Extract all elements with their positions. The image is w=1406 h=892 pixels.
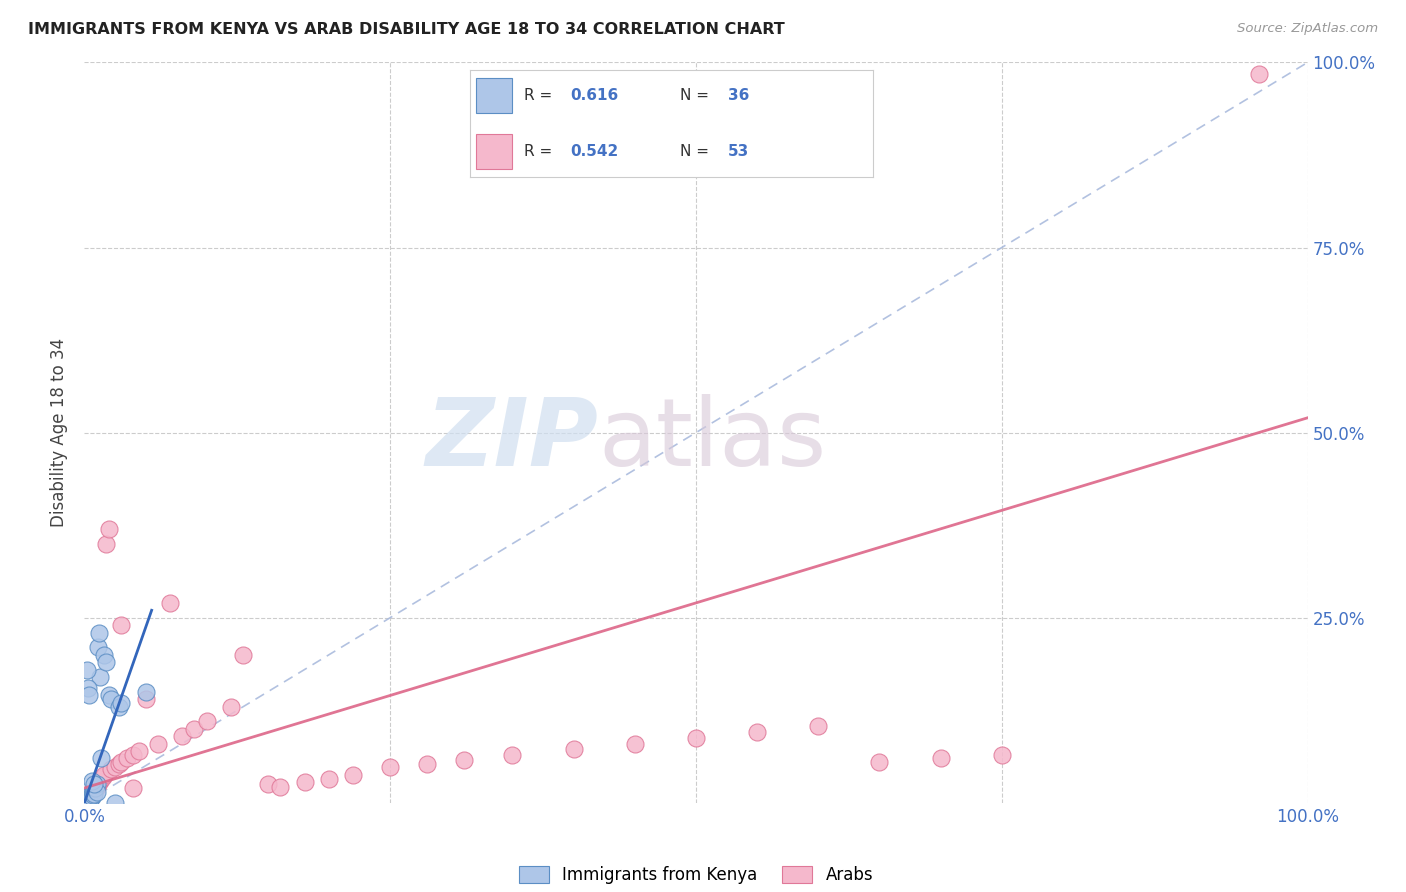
Point bbox=[80, 787, 103, 801]
Point bbox=[342, 767, 364, 781]
Point bbox=[77, 681, 100, 695]
Point bbox=[91, 770, 114, 784]
Point bbox=[104, 796, 127, 810]
Point bbox=[318, 772, 340, 786]
Point bbox=[115, 751, 138, 765]
Point bbox=[89, 773, 111, 788]
Point bbox=[77, 794, 100, 808]
Point bbox=[76, 793, 98, 807]
Point bbox=[747, 724, 769, 739]
Point bbox=[79, 793, 101, 807]
Point bbox=[90, 772, 112, 786]
Point bbox=[416, 757, 439, 772]
Point bbox=[146, 737, 169, 751]
Point bbox=[96, 536, 118, 550]
Point bbox=[991, 747, 1014, 762]
Point bbox=[83, 777, 105, 791]
Point bbox=[100, 763, 122, 777]
Point bbox=[624, 737, 647, 751]
Point bbox=[87, 775, 110, 789]
Point bbox=[87, 640, 110, 655]
Point bbox=[76, 794, 98, 808]
Point bbox=[107, 757, 129, 772]
Point bbox=[96, 655, 118, 669]
Text: ZIP: ZIP bbox=[425, 394, 598, 486]
Point bbox=[87, 777, 110, 791]
Point bbox=[77, 789, 100, 804]
Point bbox=[77, 789, 100, 804]
Point bbox=[257, 777, 280, 791]
Point bbox=[82, 789, 104, 803]
Point bbox=[79, 789, 101, 803]
Point bbox=[110, 755, 132, 769]
Point bbox=[97, 522, 120, 536]
Point bbox=[84, 780, 107, 795]
Point bbox=[80, 787, 103, 801]
Point bbox=[90, 751, 112, 765]
Point bbox=[195, 714, 218, 729]
Point bbox=[159, 596, 181, 610]
Point bbox=[76, 792, 98, 806]
Point bbox=[80, 773, 103, 788]
Point bbox=[75, 794, 97, 808]
Point bbox=[77, 791, 100, 805]
Point bbox=[219, 699, 242, 714]
Point bbox=[453, 753, 475, 767]
Point bbox=[122, 780, 145, 795]
Point bbox=[172, 729, 194, 743]
Point bbox=[294, 775, 316, 789]
Point bbox=[86, 780, 108, 794]
Point bbox=[232, 648, 254, 662]
Text: IMMIGRANTS FROM KENYA VS ARAB DISABILITY AGE 18 TO 34 CORRELATION CHART: IMMIGRANTS FROM KENYA VS ARAB DISABILITY… bbox=[28, 22, 785, 37]
Legend: Immigrants from Kenya, Arabs: Immigrants from Kenya, Arabs bbox=[512, 859, 880, 891]
Text: Source: ZipAtlas.com: Source: ZipAtlas.com bbox=[1237, 22, 1378, 36]
Point bbox=[80, 789, 103, 804]
Point bbox=[1247, 66, 1270, 80]
Point bbox=[82, 785, 104, 799]
Point bbox=[89, 670, 111, 684]
Point bbox=[107, 699, 129, 714]
Point bbox=[807, 719, 830, 733]
Point bbox=[93, 648, 115, 662]
Point bbox=[79, 789, 101, 803]
Point bbox=[122, 747, 145, 762]
Point bbox=[869, 755, 891, 769]
Point bbox=[77, 689, 100, 703]
Point bbox=[104, 760, 127, 774]
Point bbox=[84, 780, 107, 795]
Point bbox=[269, 780, 291, 794]
Point bbox=[83, 787, 105, 801]
Point bbox=[87, 625, 110, 640]
Point bbox=[75, 794, 97, 808]
Point bbox=[929, 751, 952, 765]
Point bbox=[110, 618, 132, 632]
Y-axis label: Disability Age 18 to 34: Disability Age 18 to 34 bbox=[51, 338, 69, 527]
Point bbox=[83, 782, 105, 797]
Point bbox=[79, 790, 101, 805]
Point bbox=[83, 782, 105, 797]
Point bbox=[97, 689, 120, 703]
Point bbox=[380, 760, 402, 774]
Point bbox=[76, 663, 98, 677]
Point bbox=[135, 685, 157, 699]
Text: atlas: atlas bbox=[598, 394, 827, 486]
Point bbox=[86, 785, 108, 799]
Point bbox=[82, 785, 104, 799]
Point bbox=[183, 722, 205, 736]
Point bbox=[685, 731, 707, 745]
Point bbox=[135, 692, 157, 706]
Point bbox=[502, 747, 524, 762]
Point bbox=[562, 742, 585, 756]
Point bbox=[77, 793, 100, 807]
Point bbox=[100, 692, 122, 706]
Point bbox=[128, 744, 150, 758]
Point bbox=[77, 791, 100, 805]
Point bbox=[93, 767, 115, 781]
Point bbox=[110, 696, 132, 710]
Point bbox=[86, 777, 108, 791]
